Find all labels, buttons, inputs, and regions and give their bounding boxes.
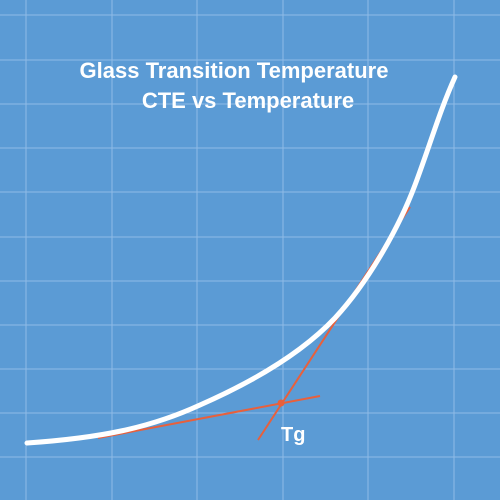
tg-intersection-point — [277, 399, 285, 407]
title-line-2: CTE vs Temperature — [142, 88, 354, 113]
title-line-1: Glass Transition Temperature — [80, 58, 389, 83]
tg-label: Tg — [281, 424, 305, 446]
cte-curve — [24, 74, 458, 446]
